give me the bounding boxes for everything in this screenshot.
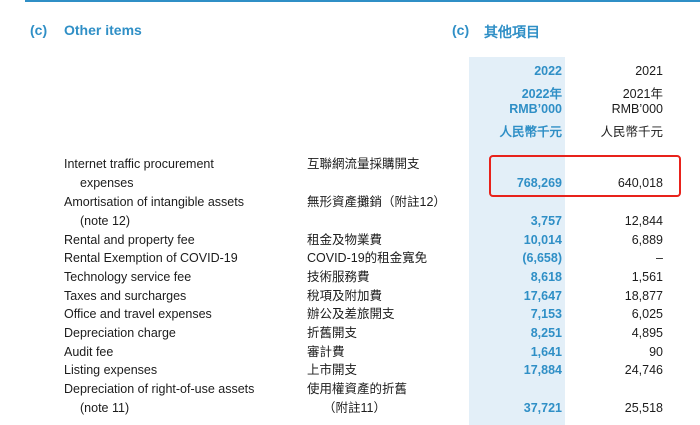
value-2022: (6,658) (522, 251, 562, 265)
row-label-zh: 使用權資產的折舊 (307, 382, 408, 396)
value-2022: 1,641 (530, 345, 562, 359)
row-label-en: Taxes and surcharges (64, 289, 187, 303)
value-2021: 25,518 (624, 401, 663, 415)
value-2022: 17,884 (523, 363, 562, 377)
row-label-zh: COVID-19的租金寬免 (307, 251, 428, 265)
value-2021: 6,025 (631, 307, 663, 321)
section-label-zh: (c) (452, 22, 470, 38)
section-title-en: Other items (64, 22, 142, 38)
header-2021-year: 2021 (635, 64, 663, 78)
table-row: Depreciation charge 折舊開支 8,251 4,895 (0, 324, 700, 342)
table-row: Rental Exemption of COVID-19 COVID-19的租金… (0, 249, 700, 267)
row-label-zh: 上市開支 (307, 363, 358, 377)
row-label-zh: 稅項及附加費 (307, 289, 383, 303)
table-row: (note 11) （附註11） 37,721 25,518 (0, 399, 700, 417)
table-row: Audit fee 審計費 1,641 90 (0, 343, 700, 361)
value-2022: 768,269 (516, 176, 562, 190)
row-label-zh: 無形資產攤銷（附註12） (307, 195, 446, 209)
row-label-zh: 互聯網流量採購開支 (307, 157, 420, 171)
value-2022: 8,251 (530, 326, 562, 340)
header-2022-unit: RMB’000 (509, 102, 562, 116)
header-2022-unit-zh: 人民幣千元 (499, 125, 562, 139)
table-row: Taxes and surcharges 稅項及附加費 17,647 18,87… (0, 287, 700, 305)
row-label-zh: 租金及物業費 (307, 233, 383, 247)
row-label-en: Internet traffic procurement (64, 157, 214, 171)
row-label-zh: 折舊開支 (307, 326, 358, 340)
header-2021-unit-zh: 人民幣千元 (600, 125, 663, 139)
value-2021: 1,561 (631, 270, 663, 284)
value-2021: 24,746 (624, 363, 663, 377)
row-label-zh: 技術服務費 (307, 270, 370, 284)
table-row: Depreciation of right-of-use assets 使用權資… (0, 380, 700, 398)
table-row: Office and travel expenses 辦公及差旅開支 7,153… (0, 305, 700, 323)
row-label-en: Office and travel expenses (64, 307, 212, 321)
row-label-en: (note 12) (80, 214, 131, 228)
row-label-en: expenses (80, 176, 134, 190)
header-2021-unit: RMB’000 (611, 102, 663, 116)
value-2022: 7,153 (530, 307, 562, 321)
value-2022: 37,721 (523, 401, 562, 415)
value-2021: 90 (649, 345, 663, 359)
row-label-zh: 審計費 (307, 345, 345, 359)
top-rule (25, 0, 700, 2)
value-2021: 4,895 (631, 326, 663, 340)
row-label-en: Rental Exemption of COVID-19 (64, 251, 238, 265)
table-row: Amortisation of intangible assets 無形資產攤銷… (0, 193, 700, 211)
table-row: Listing expenses 上市開支 17,884 24,746 (0, 361, 700, 379)
value-2022: 8,618 (530, 270, 562, 284)
table-row: (note 12) 3,757 12,844 (0, 212, 700, 230)
value-2022: 3,757 (530, 214, 562, 228)
table-row: expenses 768,269 640,018 (0, 174, 700, 192)
header-2022-year-zh: 2022年 (521, 87, 562, 101)
table-row: Technology service fee 技術服務費 8,618 1,561 (0, 268, 700, 286)
row-label-en: (note 11) (80, 401, 130, 415)
value-2021: 12,844 (624, 214, 663, 228)
value-2021: 6,889 (631, 233, 663, 247)
row-label-zh: 辦公及差旅開支 (307, 307, 395, 321)
value-2022: 10,014 (523, 233, 562, 247)
row-label-en: Rental and property fee (64, 233, 195, 247)
row-label-en: Audit fee (64, 345, 114, 359)
row-label-zh: （附註11） (323, 401, 386, 415)
row-label-en: Technology service fee (64, 270, 192, 284)
row-label-en: Amortisation of intangible assets (64, 195, 244, 209)
highlight-box (489, 155, 681, 197)
header-2022-year: 2022 (534, 64, 562, 78)
section-label-en: (c) (30, 22, 48, 38)
table-row: Rental and property fee 租金及物業費 10,014 6,… (0, 231, 700, 249)
value-2022: 17,647 (523, 289, 562, 303)
table-row: Internet traffic procurement 互聯網流量採購開支 (0, 155, 700, 173)
row-label-en: Depreciation charge (64, 326, 176, 340)
value-2021: 640,018 (617, 176, 663, 190)
year-2022-column-band (469, 57, 565, 425)
value-2021: – (656, 251, 663, 265)
header-2021-year-zh: 2021年 (622, 87, 663, 101)
row-label-en: Depreciation of right-of-use assets (64, 382, 255, 396)
section-title-zh: 其他項目 (484, 24, 540, 40)
row-label-en: Listing expenses (64, 363, 158, 377)
value-2021: 18,877 (624, 289, 663, 303)
